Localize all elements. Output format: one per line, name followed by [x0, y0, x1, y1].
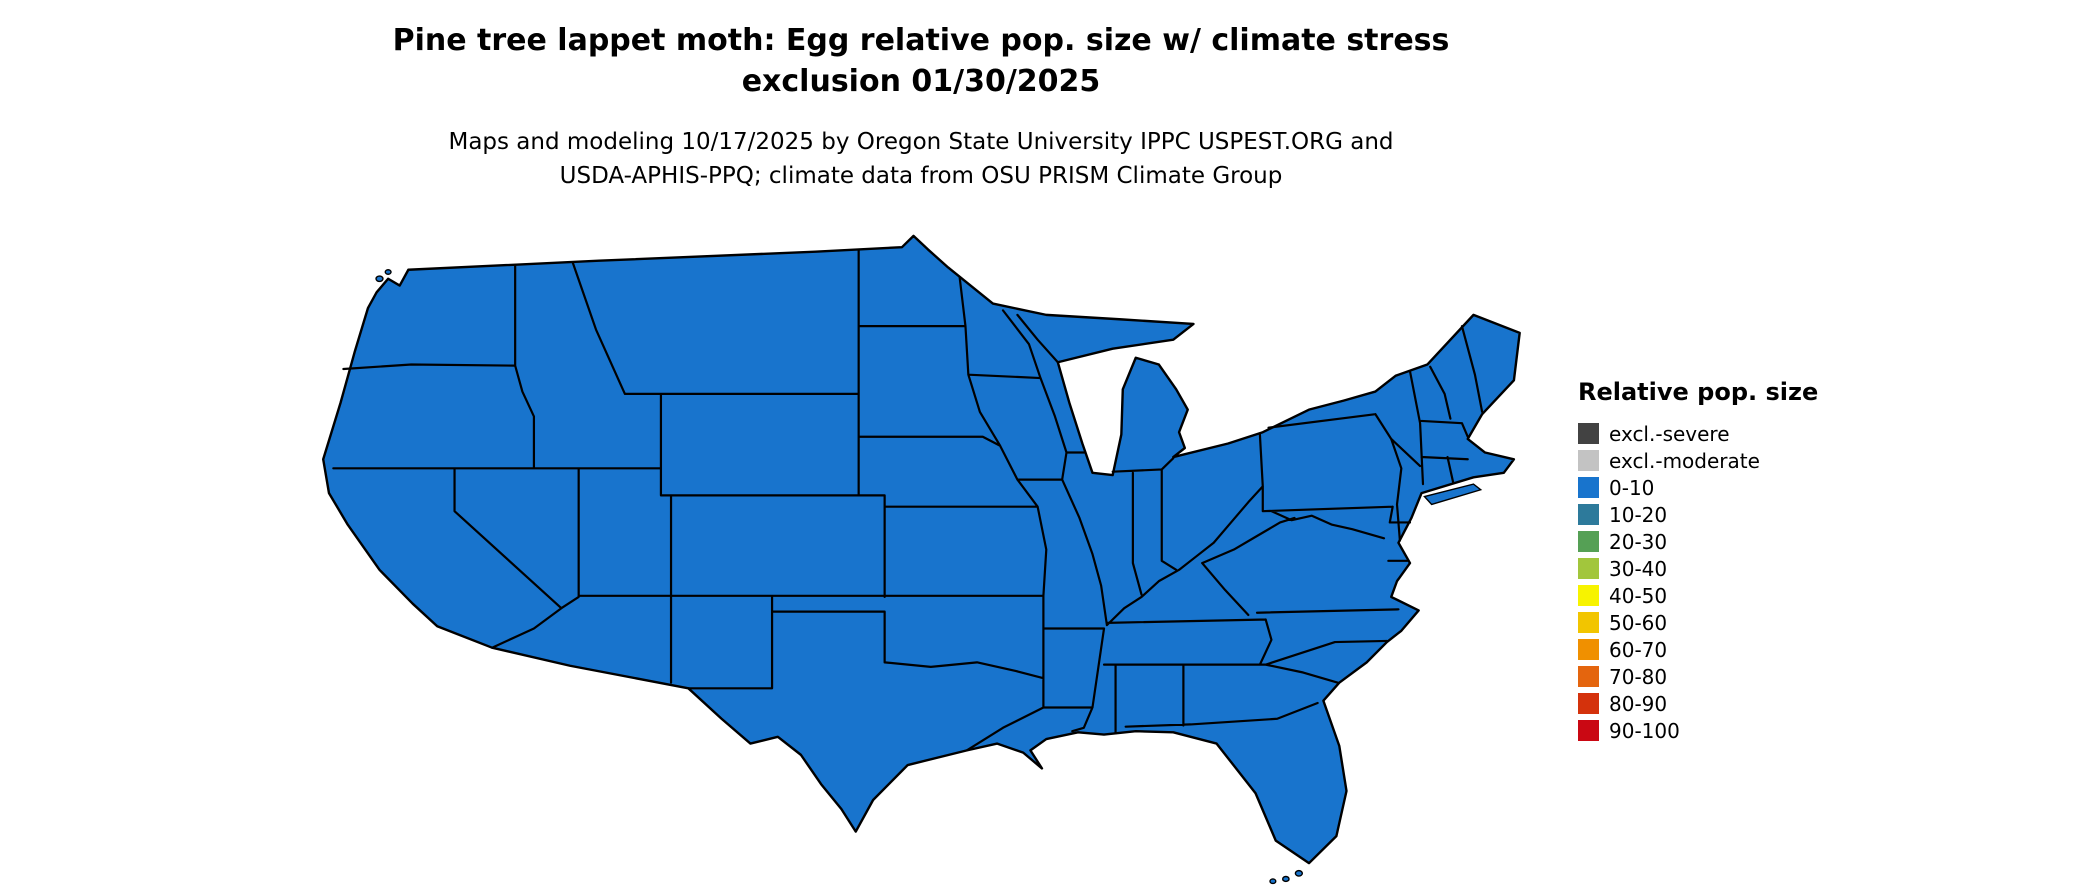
florida-keys-icon	[1270, 879, 1276, 884]
legend-item: 90-100	[1578, 717, 1818, 744]
legend-swatch	[1578, 666, 1599, 687]
page-subtitle: Maps and modeling 10/17/2025 by Oregon S…	[305, 125, 1537, 194]
legend-label: 10-20	[1609, 502, 1668, 527]
legend-item: 20-30	[1578, 528, 1818, 555]
state-borders	[333, 251, 1482, 751]
legend-swatch	[1578, 450, 1599, 471]
legend-title: Relative pop. size	[1578, 378, 1819, 406]
legend-swatch	[1578, 585, 1599, 606]
florida-keys-icon	[1295, 871, 1302, 876]
legend-label: 40-50	[1609, 583, 1668, 608]
legend-swatch	[1578, 639, 1599, 660]
legend: Relative pop. size excl.-severe excl.-mo…	[1578, 378, 1818, 744]
legend-swatch	[1578, 558, 1599, 579]
legend-label: 70-80	[1609, 664, 1668, 689]
legend-swatch	[1578, 423, 1599, 444]
legend-swatch	[1578, 720, 1599, 741]
legend-label: 30-40	[1609, 556, 1668, 581]
legend-swatch	[1578, 612, 1599, 633]
page-title-line1: Pine tree lappet moth: Egg relative pop.…	[392, 23, 1450, 58]
legend-swatch	[1578, 504, 1599, 525]
legend-swatch	[1578, 477, 1599, 498]
legend-item: 50-60	[1578, 609, 1818, 636]
legend-item: 70-80	[1578, 663, 1818, 690]
legend-item: excl.-moderate	[1578, 447, 1818, 474]
legend-label: 80-90	[1609, 691, 1668, 716]
puget-sound-island-icon	[376, 276, 383, 281]
legend-label: 50-60	[1609, 610, 1668, 635]
legend-label: excl.-moderate	[1609, 448, 1760, 473]
legend-label: excl.-severe	[1609, 421, 1730, 446]
legend-item: 0-10	[1578, 474, 1818, 501]
legend-label: 60-70	[1609, 637, 1668, 662]
page-subtitle-line2: USDA-APHIS-PPQ; climate data from OSU PR…	[559, 163, 1283, 190]
legend-item: 30-40	[1578, 555, 1818, 582]
us-map	[303, 228, 1537, 888]
legend-label: 20-30	[1609, 529, 1668, 554]
legend-item: 40-50	[1578, 582, 1818, 609]
florida-keys-icon	[1283, 876, 1289, 881]
us-landmass	[323, 236, 1519, 863]
legend-label: 90-100	[1609, 718, 1680, 743]
legend-item: 60-70	[1578, 636, 1818, 663]
legend-item: excl.-severe	[1578, 420, 1818, 447]
page-title-line2: exclusion 01/30/2025	[741, 64, 1101, 100]
puget-sound-island-icon	[385, 270, 391, 275]
page-subtitle-line1: Maps and modeling 10/17/2025 by Oregon S…	[448, 128, 1394, 155]
us-map-svg	[303, 228, 1537, 888]
legend-swatch	[1578, 693, 1599, 714]
header: Pine tree lappet moth: Egg relative pop.…	[305, 20, 1537, 194]
legend-swatch	[1578, 531, 1599, 552]
legend-item: 80-90	[1578, 690, 1818, 717]
long-island	[1424, 484, 1480, 504]
legend-item: 10-20	[1578, 501, 1818, 528]
legend-label: 0-10	[1609, 475, 1655, 500]
page-title: Pine tree lappet moth: Egg relative pop.…	[305, 20, 1537, 103]
